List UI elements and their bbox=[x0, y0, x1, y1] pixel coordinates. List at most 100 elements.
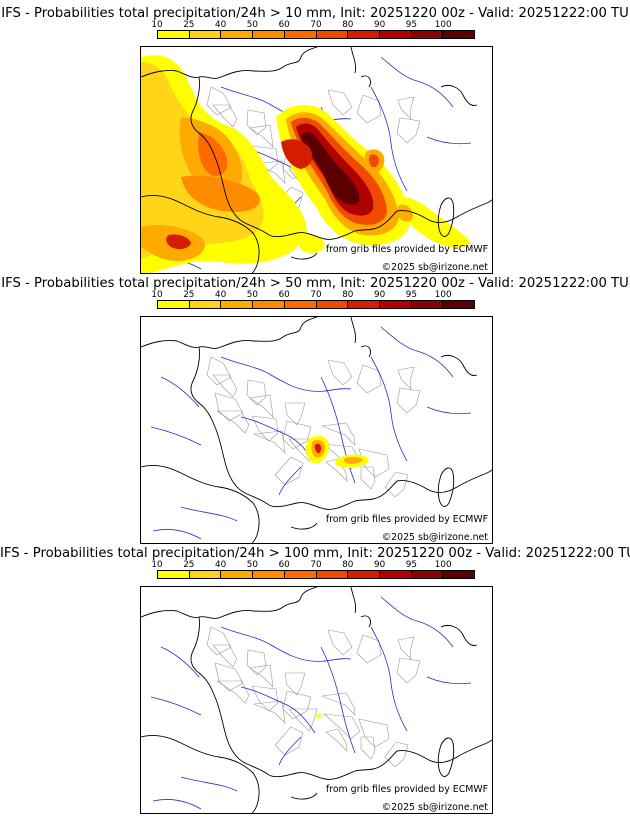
river bbox=[150, 646, 202, 716]
panel-100mm: IFS - Probabilities total precipitation/… bbox=[0, 546, 630, 814]
river bbox=[220, 626, 352, 662]
river bbox=[150, 376, 202, 446]
precipitation-map[interactable]: from grib files provided by ECMWF ©2025 … bbox=[140, 586, 493, 814]
coastline bbox=[141, 317, 318, 349]
admin-border bbox=[358, 718, 390, 748]
admin-border bbox=[252, 430, 286, 454]
colorbar-tick-label: 80 bbox=[342, 20, 354, 30]
admin-border bbox=[284, 672, 306, 696]
colorbar-swatch bbox=[443, 301, 475, 308]
prob-area-cevennes-dot bbox=[316, 713, 321, 719]
colorbar-swatch bbox=[158, 571, 190, 578]
map-canvas bbox=[141, 587, 492, 813]
admin-border bbox=[360, 466, 376, 490]
colorbar-tick-label: 25 bbox=[183, 560, 195, 570]
admin-border bbox=[216, 680, 250, 704]
colorbar-ticks: 10 25 40 50 60 70 80 90 95 100 bbox=[151, 560, 475, 570]
coastline bbox=[437, 467, 455, 507]
colorbar-swatch bbox=[253, 571, 285, 578]
coastline bbox=[437, 197, 455, 237]
colorbar-tick-label: 10 bbox=[151, 560, 163, 570]
colorbar-tick-label: 90 bbox=[373, 20, 386, 30]
colorbar-swatch bbox=[221, 301, 254, 308]
river bbox=[380, 326, 454, 378]
panel-50mm: IFS - Probabilities total precipitation/… bbox=[0, 276, 630, 544]
river bbox=[380, 56, 454, 108]
coastline bbox=[290, 84, 478, 260]
colorbar bbox=[157, 30, 475, 39]
colorbar-tick-label: 90 bbox=[373, 290, 386, 300]
colorbar-tick-label: 95 bbox=[405, 20, 417, 30]
coastline bbox=[141, 734, 260, 813]
colorbar-swatch bbox=[158, 301, 190, 308]
prob-area-provence-core bbox=[343, 456, 363, 464]
colorbar-tick-label: 70 bbox=[310, 560, 322, 570]
admin-border bbox=[384, 471, 409, 498]
admin-border bbox=[246, 379, 267, 406]
colorbar-swatch bbox=[443, 571, 475, 578]
colorbar-tick-label: 90 bbox=[373, 560, 386, 570]
admin-border bbox=[356, 634, 382, 664]
source-credit: from grib files provided by ECMWF bbox=[325, 784, 488, 795]
colorbar-tick-label: 80 bbox=[342, 290, 354, 300]
coastline bbox=[141, 587, 318, 619]
colorbar-swatch bbox=[284, 301, 317, 308]
admin-border bbox=[249, 124, 274, 148]
colorbar-ticks: 10 25 40 50 60 70 80 90 95 100 bbox=[151, 290, 475, 300]
admin-border bbox=[321, 422, 356, 446]
river bbox=[370, 86, 408, 192]
panel-title: IFS - Probabilities total precipitation/… bbox=[1, 276, 629, 291]
colorbar-swatch bbox=[411, 31, 444, 38]
colorbar-swatch bbox=[411, 301, 444, 308]
coastline bbox=[350, 47, 372, 88]
coastline bbox=[141, 194, 260, 273]
probability-overlay bbox=[141, 55, 471, 273]
copyright-credit: ©2025 sb@irizone.net bbox=[381, 532, 488, 543]
colorbar-tick-label: 100 bbox=[434, 290, 452, 300]
colorbar-swatch bbox=[379, 31, 412, 38]
river bbox=[220, 356, 352, 392]
admin-border bbox=[397, 636, 415, 660]
colorbar-swatch bbox=[221, 571, 254, 578]
colorbar-tick-label: 10 bbox=[151, 20, 163, 30]
colorbar-tick-label: 40 bbox=[214, 560, 227, 570]
admin-border bbox=[274, 726, 304, 756]
coastline bbox=[396, 199, 492, 224]
precipitation-map[interactable]: from grib files provided by ECMWF ©2025 … bbox=[140, 46, 493, 274]
colorbar-swatch bbox=[379, 571, 412, 578]
colorbar-tick-label: 50 bbox=[246, 290, 258, 300]
admin-border bbox=[288, 708, 318, 732]
colorbar-swatch bbox=[284, 31, 317, 38]
admin-border bbox=[321, 692, 356, 716]
admin-border bbox=[252, 160, 286, 184]
admin-border bbox=[327, 359, 353, 386]
admin-border bbox=[396, 117, 421, 144]
admin-border bbox=[206, 356, 232, 386]
admin-border bbox=[396, 387, 421, 414]
colorbar-tick-label: 70 bbox=[310, 20, 322, 30]
copyright-credit: ©2025 sb@irizone.net bbox=[381, 802, 488, 813]
prob-area-alps-core bbox=[368, 154, 379, 168]
prob-area-pyrenees bbox=[181, 175, 260, 212]
colorbar-tick-label: 95 bbox=[405, 290, 417, 300]
admin-border bbox=[397, 96, 415, 120]
colorbar-swatch bbox=[348, 301, 380, 308]
admin-border bbox=[397, 366, 415, 390]
map-canvas bbox=[141, 47, 492, 273]
admin-border bbox=[284, 402, 306, 426]
coastline bbox=[396, 469, 492, 494]
colorbar-swatch bbox=[221, 31, 254, 38]
colorbar-tick-label: 10 bbox=[151, 290, 163, 300]
admin-border bbox=[249, 664, 274, 688]
colorbar bbox=[157, 570, 475, 579]
admin-border bbox=[396, 657, 421, 684]
colorbar-tick-label: 60 bbox=[278, 290, 290, 300]
colorbar-swatch bbox=[379, 301, 412, 308]
admin-border bbox=[251, 415, 279, 442]
copyright-credit: ©2025 sb@irizone.net bbox=[381, 262, 488, 273]
admin-border bbox=[356, 94, 382, 124]
colorbar-swatch bbox=[284, 571, 317, 578]
river bbox=[180, 736, 302, 792]
river bbox=[152, 406, 472, 540]
precipitation-map[interactable]: from grib files provided by ECMWF ©2025 … bbox=[140, 316, 493, 544]
